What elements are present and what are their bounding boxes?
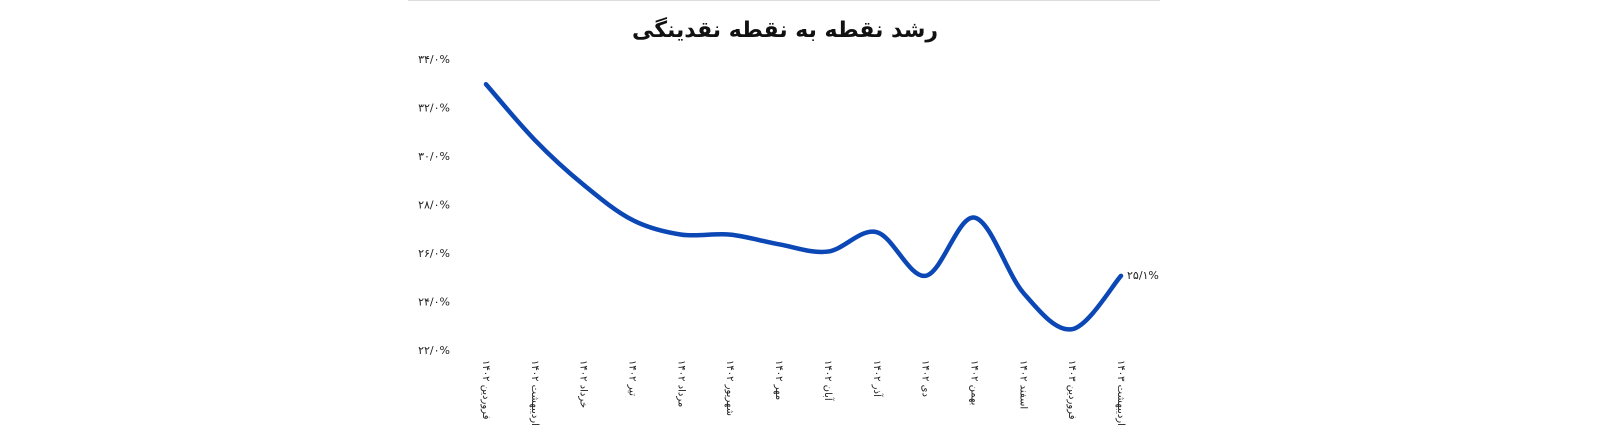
x-tick-label: شهریور ۱۴۰۲ [724,360,735,416]
y-tick-label: ۲۴/۰% [418,296,450,309]
y-tick-label: ۲۲/۰% [418,344,450,357]
x-tick-label: اسفند ۱۴۰۲ [1017,360,1028,409]
y-tick-label: ۳۲/۰% [418,102,450,115]
y-tick-label: ۳۰/۰% [418,150,450,163]
x-tick-label: اردیبهشت ۱۴۰۳ [1115,360,1126,426]
x-tick-label: اردیبهشت ۱۴۰۲ [529,360,540,426]
y-tick-label: ۳۴/۰% [418,53,450,66]
x-tick-label: بهمن ۱۴۰۲ [968,360,979,405]
x-tick-label: مهر ۱۴۰۲ [773,360,784,400]
x-tick-label: آذر ۱۴۰۲ [871,360,884,398]
value-label: ۲۵/۱% [1127,269,1159,282]
x-tick-label: فروردین ۱۴۰۳ [1066,360,1077,420]
line [483,82,1124,332]
x-tick-label: فروردین ۱۴۰۲ [480,360,491,420]
x-tick-label: مرداد ۱۴۰۲ [675,360,686,407]
x-tick-label: تیر ۱۴۰۲ [627,360,638,396]
x-tick-label: خرداد ۱۴۰۲ [578,360,589,408]
y-tick-label: ۲۸/۰% [418,199,450,212]
x-tick-label: دی ۱۴۰۲ [920,360,931,397]
chart-title: رشد نقطه به نقطه نقدینگی [632,16,938,43]
x-tick-label: آبان ۱۴۰۲ [822,360,835,402]
y-tick-label: ۲۶/۰% [418,247,450,260]
